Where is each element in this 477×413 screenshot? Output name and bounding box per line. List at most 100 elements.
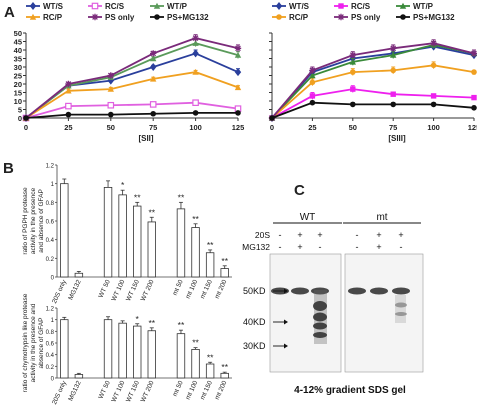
x-tick-label: 100 [189, 123, 202, 132]
category-label: mt 100 [185, 279, 200, 300]
data-point [107, 85, 114, 92]
gel-sign: + [297, 230, 302, 240]
gel-smear [395, 295, 406, 323]
y-tick-label: 0 [18, 114, 22, 123]
panel-label-b: B [3, 160, 14, 177]
data-point [430, 101, 437, 108]
y-tick-label: 15 [14, 89, 22, 98]
category-label: mt 200 [214, 380, 229, 401]
legend-label: PS+MG132 [413, 13, 455, 22]
data-point [350, 101, 356, 108]
gel-caption: 4-12% gradient SDS gel [294, 385, 406, 396]
bar [133, 205, 142, 278]
significance-mark: ** [221, 256, 228, 266]
significance-mark: * [121, 180, 125, 190]
data-point [150, 50, 157, 57]
x-tick-label: 50 [107, 123, 115, 132]
y-axis-title-line: activity in the presence and [30, 303, 37, 382]
category-label: mt 50 [172, 380, 185, 398]
y-axis-title-line: ratio of PGPH protease [22, 187, 29, 255]
y-tick-label: 25 [14, 72, 22, 81]
category-label: WT 150 [125, 279, 141, 303]
data-point [192, 110, 199, 116]
panel-label-a: A [4, 4, 15, 21]
significance-mark: ** [207, 240, 214, 250]
legend-label: WT/P [413, 2, 434, 11]
y-tick-label: 1.2 [46, 164, 55, 170]
category-label-group: WT 100 [111, 380, 127, 404]
x-tick-label: 125 [232, 123, 245, 132]
series-line [25, 101, 239, 119]
category-label: WT 50 [97, 279, 112, 300]
data-point [234, 51, 242, 58]
bar [103, 186, 113, 278]
significance-mark: ** [192, 338, 199, 348]
x-tick-label: 75 [389, 123, 397, 132]
y-tick-label: 35 [14, 55, 22, 64]
gel-sign: + [297, 242, 302, 252]
gel-marker-label: 30KD [243, 341, 266, 351]
data-point [309, 79, 316, 86]
gel-group-label: mt [376, 212, 387, 223]
data-point [150, 75, 157, 82]
data-point [309, 67, 316, 74]
category-label-group: mt 150 [199, 279, 214, 300]
x-tick-label: 50 [349, 123, 357, 132]
x-tick-label: 125 [468, 123, 477, 132]
category-label-group: mt 150 [199, 380, 214, 401]
data-point [108, 111, 114, 118]
x-axis-label: [SIII] [388, 134, 406, 143]
legend-label: RC/S [105, 2, 125, 11]
legend-label: WT/S [289, 2, 310, 11]
category-label-group: mt 50 [172, 380, 185, 398]
legend-marker [154, 14, 160, 20]
gel-band-50kd [392, 287, 410, 295]
y-tick-label: 20 [14, 80, 22, 89]
category-label: MG132 [67, 279, 83, 302]
data-point [192, 40, 199, 46]
gel-band-50kd [348, 287, 366, 295]
y-tick-label: 0.6 [46, 220, 55, 226]
gel-row-label: 20S [255, 230, 270, 240]
gel-band-50kd [291, 287, 309, 295]
data-point [471, 69, 477, 75]
bar [205, 363, 215, 379]
y-tick-label: 5 [18, 106, 22, 115]
data-point [309, 99, 316, 106]
category-label-group: 20S only [51, 379, 68, 406]
x-tick-label: 0 [24, 123, 28, 132]
significance-mark: * [136, 314, 140, 324]
category-label: WT 150 [125, 380, 141, 404]
x-axis-label: [SII] [138, 134, 153, 143]
bar [103, 319, 113, 379]
y-tick-label: 30 [14, 63, 22, 72]
category-label-group: MG132 [67, 279, 83, 302]
series-line [25, 42, 239, 119]
category-label-group: mt 50 [172, 279, 185, 297]
x-tick-label: 100 [427, 123, 440, 132]
y-tick-label: 0 [51, 377, 55, 383]
gel-band-fragment [395, 302, 407, 308]
significance-mark: ** [192, 214, 199, 224]
category-label-group: WT 50 [97, 279, 112, 300]
gel-sign: - [279, 242, 282, 252]
bar [147, 330, 156, 379]
data-point [350, 86, 356, 92]
bar [74, 272, 84, 278]
y-tick-label: 0.4 [46, 353, 55, 359]
panel-label-c: C [294, 182, 305, 199]
gel-sign: - [400, 242, 403, 252]
data-point [150, 55, 157, 62]
category-label: MG132 [67, 380, 83, 403]
data-point [192, 34, 199, 42]
significance-mark: ** [134, 192, 141, 202]
legend-label: WT/P [167, 2, 188, 11]
data-point [269, 115, 275, 121]
y-axis-title-line: activity in the presence [30, 188, 37, 255]
data-point [149, 101, 157, 108]
data-point [192, 99, 199, 107]
gel-band-50kd [370, 287, 388, 295]
significance-mark: ** [148, 318, 155, 328]
category-label-group: mt 200 [214, 380, 229, 401]
y-axis-title-line: and absence of GFAP [38, 189, 45, 253]
